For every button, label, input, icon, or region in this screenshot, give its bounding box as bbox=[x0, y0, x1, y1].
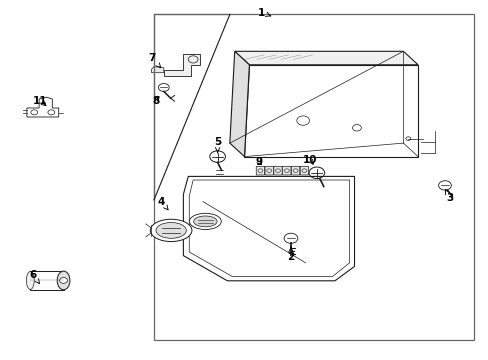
Text: 1: 1 bbox=[258, 8, 270, 18]
Polygon shape bbox=[163, 54, 200, 76]
Polygon shape bbox=[27, 97, 59, 117]
Text: 2: 2 bbox=[287, 247, 294, 262]
FancyBboxPatch shape bbox=[264, 166, 273, 175]
Ellipse shape bbox=[26, 271, 34, 289]
FancyBboxPatch shape bbox=[282, 166, 290, 175]
Text: 5: 5 bbox=[214, 137, 221, 153]
Text: 10: 10 bbox=[303, 155, 317, 165]
Ellipse shape bbox=[150, 219, 192, 242]
Text: 8: 8 bbox=[152, 96, 159, 106]
FancyBboxPatch shape bbox=[300, 166, 308, 175]
Polygon shape bbox=[244, 65, 417, 157]
Text: 9: 9 bbox=[255, 157, 262, 167]
Circle shape bbox=[60, 278, 67, 283]
FancyBboxPatch shape bbox=[273, 166, 282, 175]
FancyBboxPatch shape bbox=[256, 166, 264, 175]
Polygon shape bbox=[183, 176, 354, 281]
Text: 3: 3 bbox=[445, 190, 452, 203]
Text: 6: 6 bbox=[30, 270, 40, 284]
Ellipse shape bbox=[156, 222, 186, 238]
Polygon shape bbox=[151, 67, 163, 73]
Ellipse shape bbox=[193, 216, 217, 227]
Text: 7: 7 bbox=[147, 53, 161, 68]
FancyBboxPatch shape bbox=[291, 166, 299, 175]
Text: 4: 4 bbox=[157, 197, 168, 210]
Bar bbox=[154, 14, 473, 340]
Text: 11: 11 bbox=[33, 96, 47, 106]
Ellipse shape bbox=[57, 271, 70, 290]
Polygon shape bbox=[234, 51, 417, 65]
Polygon shape bbox=[229, 51, 249, 157]
FancyBboxPatch shape bbox=[30, 271, 63, 290]
Ellipse shape bbox=[189, 213, 221, 230]
